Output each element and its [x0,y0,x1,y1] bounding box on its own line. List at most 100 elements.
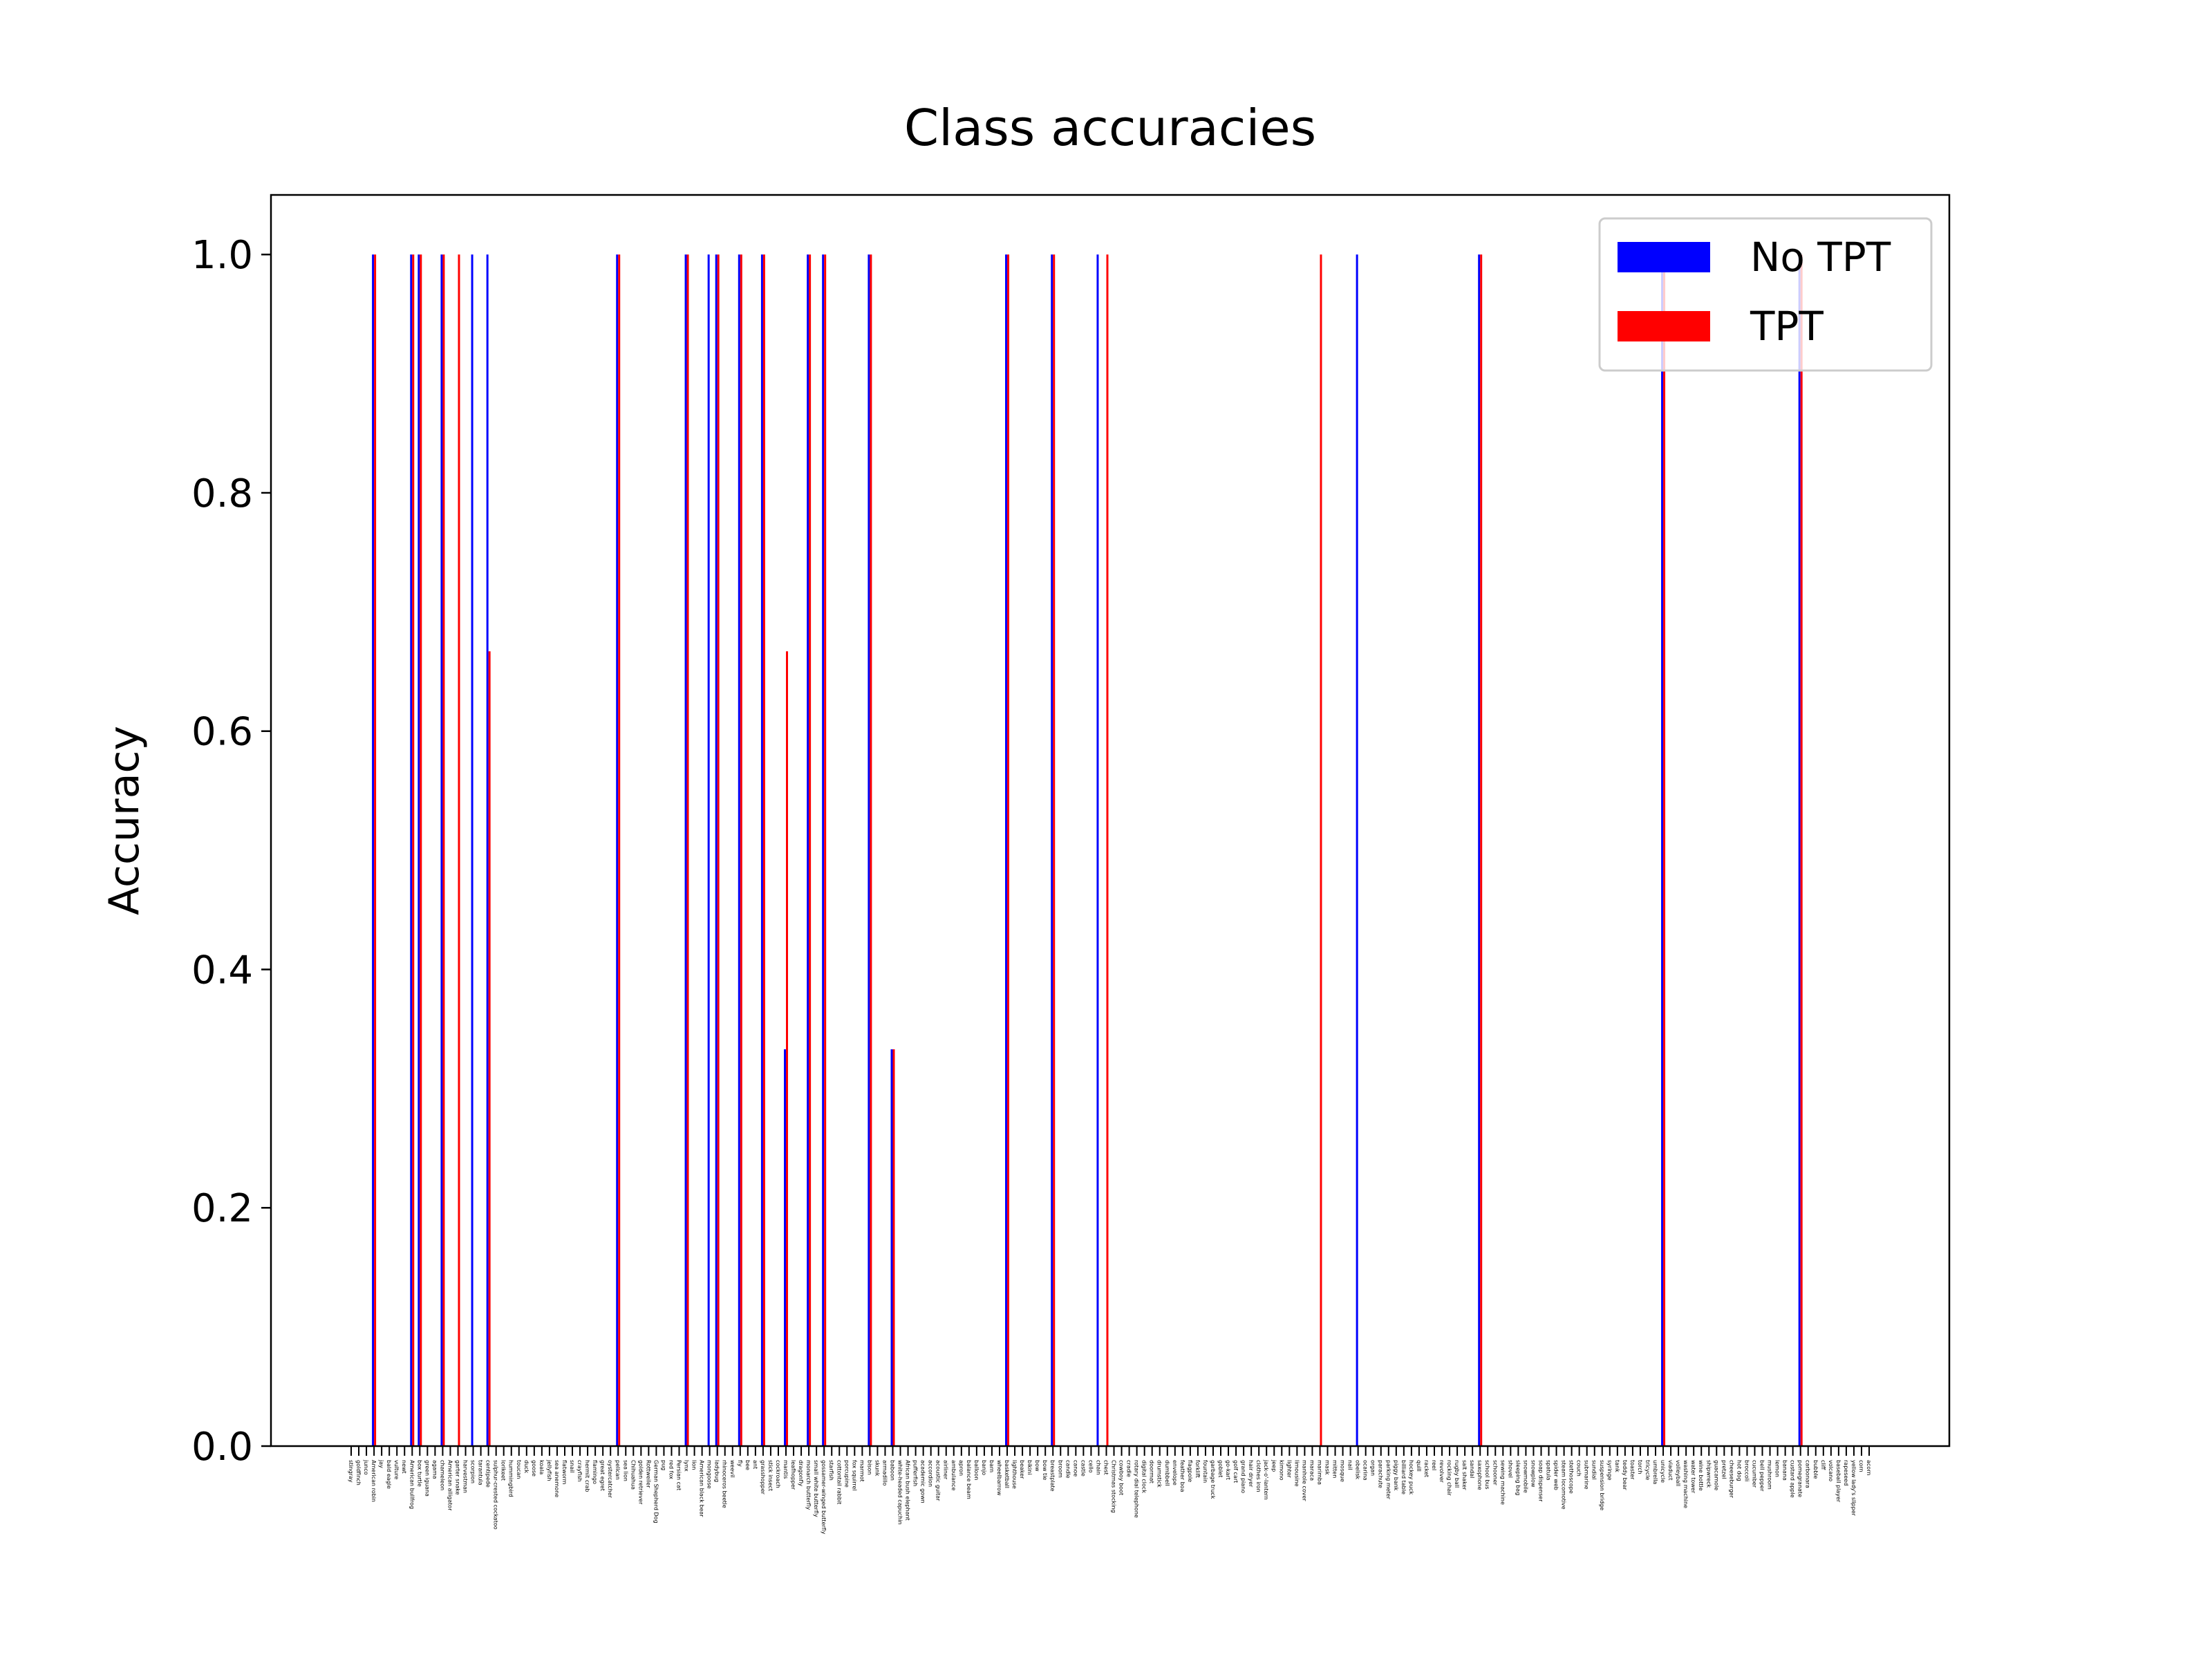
x-tick-label: skunk [874,1460,880,1477]
x-tick-label: weevil [729,1460,735,1478]
x-tick-label: stethoscope [1568,1460,1575,1494]
y-tick-label: 0.0 [191,1425,253,1470]
x-tick-label: snail [569,1460,575,1473]
x-tick-label: sandal [1469,1460,1475,1478]
x-tick-label: bow [1034,1460,1040,1472]
x-tick-label: cockroach [775,1460,781,1488]
bar [372,254,375,1447]
x-tick-label: duck [523,1460,529,1474]
x-tick-label: African bush elephant [905,1460,911,1521]
x-tick-label: breastplate [1049,1460,1056,1492]
x-tick-label: fox squirrel [851,1460,857,1491]
bar [824,254,827,1447]
bar [740,254,742,1447]
x-tick-label: Christmas stocking [1111,1460,1117,1512]
x-tick-label: Rottweiler [645,1460,651,1488]
bar [786,651,789,1447]
x-tick-label: chameleon [439,1460,445,1490]
bar [868,254,870,1447]
x-tick-label: wine bottle [1698,1460,1704,1491]
x-tick-label: gossamer-winged butterfly [821,1460,827,1535]
x-tick-label: kimono [1278,1460,1284,1481]
x-tick-label: sleeping bag [1515,1460,1521,1495]
x-tick-label: fountain [1202,1460,1208,1483]
bar [1663,254,1666,1447]
x-tick-label: starfish [828,1460,834,1481]
bar [809,254,812,1447]
bar [760,254,763,1447]
x-tick-label: viaduct [1667,1460,1674,1481]
bar [1096,254,1099,1447]
x-tick-label: fly [737,1460,743,1467]
x-tick-label: junco [363,1459,369,1475]
x-tick-label: garbage truck [1210,1460,1216,1499]
x-tick-label: washing machine [1683,1460,1689,1508]
x-tick-label: small white butterfly [813,1460,819,1517]
legend-label: No TPT [1750,234,1891,281]
x-tick-label: bald eagle [386,1460,392,1489]
bar [471,254,474,1447]
bar [1051,254,1053,1447]
bar [1798,254,1801,1447]
x-tick-label: grand piano [1240,1460,1246,1493]
x-tick-label: lighter [1286,1460,1292,1479]
x-tick-label: tricycle [1644,1460,1651,1480]
x-tick-label: chain [1095,1460,1101,1475]
x-tick-label: cello [1087,1460,1094,1473]
x-tick-label: unicycle [1660,1460,1666,1483]
bar [762,254,765,1447]
x-tick-label: bee [744,1460,751,1470]
x-tick-label: mushroom [1767,1460,1773,1490]
x-tick-label: spider web [1553,1460,1559,1490]
x-tick-label: American bullfrog [409,1460,415,1509]
x-tick-label: envelope [1172,1460,1178,1485]
x-tick-label: mantis [782,1460,789,1479]
bar [410,254,413,1447]
x-tick-label: jeep [1271,1459,1277,1472]
bar [420,254,422,1447]
bar [1106,254,1109,1447]
bar [1053,254,1056,1447]
x-tick-label: rotary dial telephone [1134,1460,1140,1518]
x-tick-label: snowplow [1530,1460,1536,1488]
bar [1480,254,1483,1447]
x-tick-label: manhole cover [1301,1460,1307,1501]
bar [618,254,621,1447]
x-tick-label: volleyball [1675,1460,1681,1486]
x-tick-label: cradle [1126,1460,1132,1477]
x-tick-label: green iguana [424,1460,430,1497]
x-tick-label: ocarina [1362,1460,1369,1481]
x-tick-label: digital clock [1141,1460,1147,1493]
x-tick-label: scorpion [470,1460,476,1483]
x-tick-label: steam locomotive [1561,1460,1567,1510]
y-tick-label: 0.4 [191,948,253,993]
x-tick-label: snowmobile [1522,1460,1528,1493]
x-tick-label: monarch butterfly [805,1460,812,1510]
x-tick-label: hot dog [1736,1460,1742,1481]
bar [715,254,718,1447]
x-tick-label: box turtle [416,1460,422,1487]
bar [488,651,491,1447]
x-tick-label: golden retriever [637,1460,644,1505]
x-tick-label: ladybug [714,1460,720,1482]
x-tick-label: billiard table [1400,1460,1407,1494]
bar [892,1049,895,1446]
bar [412,254,415,1447]
x-tick-label: tarantula [478,1460,484,1485]
x-tick-label: cheeseburger [1728,1460,1734,1499]
x-tick-label: rocking chair [1446,1460,1452,1497]
y-axis-label: Accuracy [100,726,149,915]
bar [1800,254,1803,1447]
x-tick-label: lynx [684,1460,690,1472]
x-tick-label: feather boa [1179,1460,1185,1492]
bar [1661,254,1664,1447]
x-tick-label: jack-o'-lantern [1263,1459,1269,1500]
x-tick-label: rhinoceros beetle [722,1460,728,1508]
chart-title: Class accuracies [904,99,1316,157]
x-tick-label: bell pepper [1759,1460,1765,1492]
x-tick-label: bubble [1812,1460,1819,1479]
x-tick-label: barn [988,1460,995,1472]
x-tick-label: rugby ball [1454,1460,1460,1488]
x-tick-label: ambulance [950,1460,957,1490]
